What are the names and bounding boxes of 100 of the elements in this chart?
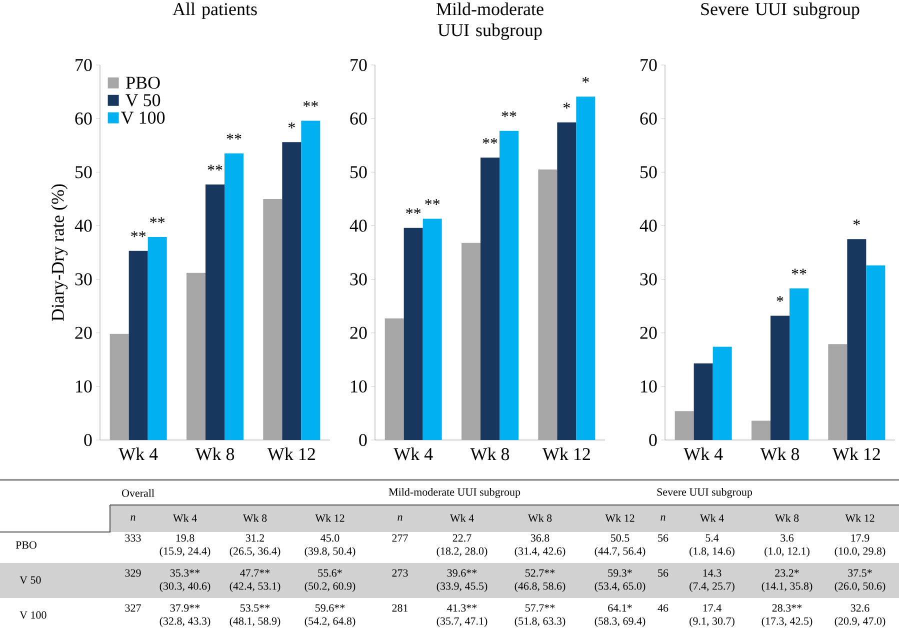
text: 31.2: [246, 534, 264, 542]
y-tick-label: 20: [75, 326, 92, 339]
text: 22.7: [452, 534, 472, 542]
y-axis-title: Diary-Dry rate (%): [51, 184, 68, 321]
category-label: Wk 12: [845, 514, 874, 522]
text: 329: [125, 569, 141, 577]
text: 59.3*: [608, 569, 632, 577]
x-tick-label: Wk 12: [267, 448, 315, 460]
data-label: *: [563, 102, 570, 109]
text: (44.7, 56.4): [594, 547, 646, 557]
text: (1.0, 12.1): [764, 547, 810, 557]
text: 14.3: [703, 569, 722, 577]
bar: [847, 239, 866, 440]
y-tick-label: 70: [76, 58, 92, 72]
text: 36.8: [530, 534, 550, 542]
category-label: Wk 4: [172, 514, 197, 522]
legend-label: V 50: [126, 94, 160, 106]
text: PBO: [16, 541, 36, 549]
text: 45.0: [320, 534, 340, 542]
text: 333: [125, 534, 141, 542]
text: (42.4, 53.1): [230, 582, 280, 592]
category-label: Wk 8: [242, 514, 267, 522]
y-tick-label: 30: [640, 273, 657, 286]
data-label: **: [208, 164, 222, 171]
data-label: **: [792, 268, 806, 275]
text: 56: [658, 569, 668, 577]
text: 23.2*: [775, 569, 799, 577]
x-tick-label: Wk 8: [760, 448, 800, 460]
bar: [674, 411, 694, 440]
bar: [694, 363, 713, 440]
text: (46.8, 58.6): [514, 582, 566, 592]
text: (30.3, 40.6): [160, 582, 210, 592]
data-label: **: [226, 134, 242, 140]
text: 17.4: [703, 604, 722, 612]
y-tick-label: 50: [350, 166, 367, 178]
text: n: [398, 515, 402, 521]
y-tick-label: 10: [76, 380, 92, 393]
text: 41.3**: [447, 604, 477, 612]
y-tick-label: 60: [640, 112, 657, 125]
text: (14.1, 35.8): [762, 582, 812, 592]
text: (26.5, 36.4): [230, 547, 280, 557]
category-label: Wk 12: [605, 514, 634, 522]
x-tick-label: Wk 8: [195, 448, 234, 460]
text: 55.6*: [318, 569, 342, 577]
y-tick-label: 0: [359, 434, 367, 446]
x-tick-label: Wk 4: [684, 448, 723, 460]
text: 64.1*: [608, 604, 632, 612]
text: (10.0, 29.8): [834, 547, 886, 557]
text: 39.6**: [447, 569, 477, 577]
text: 273: [392, 569, 408, 577]
category-label: Wk 12: [315, 514, 344, 522]
data-label: *: [776, 296, 784, 302]
data-label: **: [150, 217, 165, 224]
y-tick-label: 0: [649, 434, 657, 446]
text: (53.4, 65.0): [594, 582, 646, 592]
text: (18.2, 28.0): [436, 547, 488, 557]
text: (33.9, 45.5): [436, 582, 488, 592]
y-tick-label: 10: [641, 380, 657, 393]
text: V 100: [20, 611, 46, 619]
y-tick-label: 20: [350, 326, 367, 339]
text: Mild-moderate UUI subgroup: [388, 488, 520, 498]
data-label: *: [288, 122, 295, 128]
category-label: Wk 4: [700, 514, 724, 522]
text: (54.2, 64.8): [304, 617, 356, 627]
data-label: **: [482, 138, 498, 144]
text: 53.5**: [240, 604, 270, 612]
text: 17.9: [851, 534, 870, 542]
chart-title: All patients: [172, 2, 257, 19]
category-label: Wk 8: [528, 514, 552, 522]
text: 35.3**: [170, 569, 200, 577]
text: (48.1, 58.9): [230, 617, 280, 627]
data-label: *: [853, 219, 860, 226]
text: 32.6: [850, 604, 870, 612]
text: (31.4, 42.6): [514, 547, 566, 557]
text: 57.7**: [526, 604, 555, 612]
text: 46: [658, 604, 668, 612]
text: 50.5: [611, 534, 630, 542]
y-tick-label: 10: [351, 380, 367, 393]
y-tick-label: 30: [75, 273, 92, 286]
data-label: **: [406, 208, 421, 214]
category-label: Wk 8: [774, 514, 799, 522]
bar: [752, 420, 771, 440]
category-label: Wk 4: [450, 514, 474, 522]
text: Severe UUI subgroup: [657, 488, 752, 498]
y-tick-label: 60: [75, 112, 92, 125]
y-tick-label: 60: [350, 112, 367, 125]
text: (26.0, 50.6): [834, 582, 886, 592]
data-label: *: [582, 76, 589, 83]
x-tick-label: Wk 4: [394, 448, 433, 460]
text: 52.7**: [526, 569, 555, 577]
text: (58.3, 69.4): [594, 617, 646, 627]
text: (17.3, 42.5): [762, 617, 812, 627]
text: (7.4, 25.7): [690, 582, 734, 592]
text: (50.2, 60.9): [304, 582, 356, 592]
text: 28.3**: [772, 604, 802, 612]
y-tick-label: 40: [74, 220, 92, 232]
text: Overall: [122, 489, 154, 497]
bar: [770, 316, 790, 440]
y-tick-label: 70: [640, 58, 657, 72]
y-tick-label: 70: [350, 58, 367, 72]
